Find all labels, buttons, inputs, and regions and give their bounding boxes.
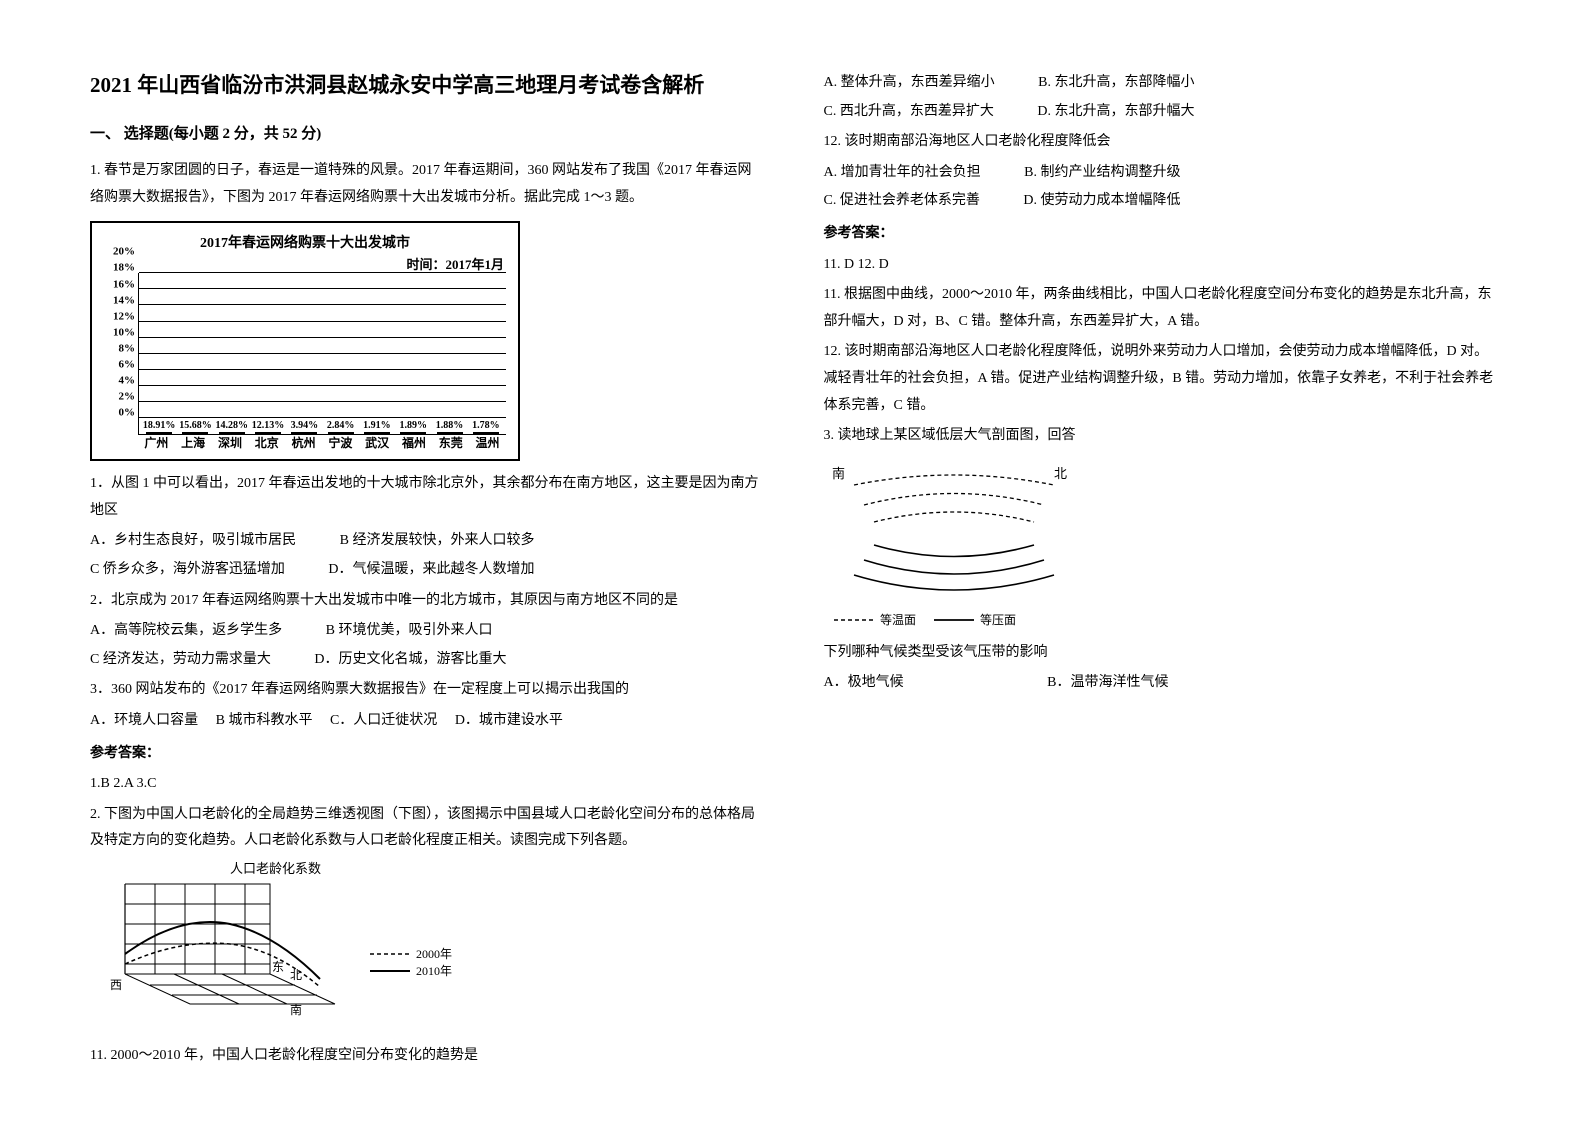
legend-2000: 2000年 (416, 947, 452, 961)
q1-answers: 1.B 2.A 3.C (90, 771, 764, 798)
x-label: 杭州 (289, 432, 319, 455)
choice: B．温带海洋性气候 (1047, 670, 1168, 697)
choice: D. 东北升高，东部升幅大 (1037, 99, 1194, 126)
choice: A．极地气候 (824, 670, 904, 697)
x-labels: 广州 上海 深圳 北京 杭州 宁波 武汉 福州 东莞 温州 (138, 432, 506, 455)
q2-diagram: 人口老龄化系数 西 东 北 南 2000年 2010年 (90, 859, 460, 1029)
ytick: 20% (99, 242, 135, 263)
choice: B 城市科教水平 (216, 708, 313, 735)
choice: D．城市建设水平 (455, 708, 563, 735)
q1-answer-label: 参考答案： (90, 741, 764, 768)
svg-text:东: 东 (272, 960, 284, 974)
q1-chart: 2017年春运网络购票十大出发城市 时间：2017年1月 0% 2% 4% 6%… (90, 221, 520, 461)
q1-sub2-choices-row1: A．高等院校云集，返乡学生多 B 环境优美，吸引外来人口 (90, 618, 764, 645)
choice: A. 增加青壮年的社会负担 (824, 160, 981, 187)
choice: B 经济发展较快，外来人口较多 (340, 528, 535, 555)
page-title: 2021 年山西省临汾市洪洞县赵城永安中学高三地理月考试卷含解析 (90, 70, 764, 102)
choice: D．历史文化名城，游客比重大 (314, 647, 506, 674)
q3-choices: A．极地气候 B．温带海洋性气候 (824, 670, 1498, 697)
q2-sub12-row1: A. 增加青壮年的社会负担 B. 制约产业结构调整升级 (824, 160, 1498, 187)
legend-2010: 2010年 (416, 964, 452, 978)
choice: A．乡村生态良好，吸引城市居民 (90, 528, 296, 555)
q1-sub2: 2．北京成为 2017 年春运网络购票十大出发城市中唯一的北方城市，其原因与南方… (90, 588, 764, 615)
north-label: 北 (1054, 466, 1067, 481)
q2-sub12-row2: C. 促进社会养老体系完善 D. 使劳动力成本增幅降低 (824, 188, 1498, 215)
choice: C 侨乡众多，海外游客迅猛增加 (90, 557, 285, 584)
south-label: 南 (832, 466, 845, 481)
q1-intro: 1. 春节是万家团圆的日子，春运是一道特殊的风景。2017 年春运期间，360 … (90, 158, 764, 211)
q2-sub11-row1: A. 整体升高，东西差异缩小 B. 东北升高，东部降幅小 (824, 70, 1498, 97)
choice: A．高等院校云集，返乡学生多 (90, 618, 282, 645)
bars-container: 18.91% 15.68% 14.28% 12.13% 3.94% 2.84% … (139, 273, 506, 434)
x-label: 福州 (399, 432, 429, 455)
legend-isobar: 等压面 (980, 613, 1016, 627)
choice: B 环境优美，吸引外来人口 (326, 618, 493, 645)
q1-sub2-choices-row2: C 经济发达，劳动力需求量大 D．历史文化名城，游客比重大 (90, 647, 764, 674)
x-label: 武汉 (362, 432, 392, 455)
choice: C. 促进社会养老体系完善 (824, 188, 980, 215)
q2-answer-label: 参考答案： (824, 221, 1498, 248)
svg-text:南: 南 (290, 1002, 302, 1017)
choice: A．环境人口容量 (90, 708, 198, 735)
x-label: 宁波 (325, 432, 355, 455)
q2-intro: 2. 下图为中国人口老龄化的全局趋势三维透视图（下图），该图揭示中国县域人口老龄… (90, 802, 764, 855)
q2-sub12: 12. 该时期南部沿海地区人口老龄化程度降低会 (824, 129, 1498, 156)
q1-sub1-choices-row1: A．乡村生态良好，吸引城市居民 B 经济发展较快，外来人口较多 (90, 528, 764, 555)
q2-explain12: 12. 该时期南部沿海地区人口老龄化程度降低，说明外来劳动力人口增加，会使劳动力… (824, 339, 1498, 419)
x-label: 广州 (141, 432, 171, 455)
q1-sub3: 3．360 网站发布的《2017 年春运网络购票大数据报告》在一定程度上可以揭示… (90, 677, 764, 704)
q1-sub1-choices-row2: C 侨乡众多，海外游客迅猛增加 D．气候温暖，来此越冬人数增加 (90, 557, 764, 584)
x-label: 上海 (178, 432, 208, 455)
choice: C. 西北升高，东西差异扩大 (824, 99, 994, 126)
svg-text:北: 北 (290, 968, 302, 982)
legend-isotherm: 等温面 (880, 613, 916, 627)
x-label: 北京 (252, 432, 282, 455)
choice: B. 东北升高，东部降幅小 (1038, 70, 1194, 97)
q2-sub11: 11. 2000～2010 年，中国人口老龄化程度空间分布变化的趋势是 (90, 1043, 764, 1070)
q2-explain11: 11. 根据图中曲线，2000～2010 年，两条曲线相比，中国人口老龄化程度空… (824, 282, 1498, 335)
x-label: 温州 (473, 432, 503, 455)
x-label: 深圳 (215, 432, 245, 455)
q1-sub1: 1．从图 1 中可以看出，2017 年春运出发地的十大城市除北京外，其余都分布在… (90, 471, 764, 524)
q1-sub3-choices: A．环境人口容量 B 城市科教水平 C．人口迁徙状况 D．城市建设水平 (90, 708, 764, 735)
diagram-title: 人口老龄化系数 (230, 861, 321, 876)
x-label: 东莞 (436, 432, 466, 455)
choice: D．气候温暖，来此越冬人数增加 (328, 557, 534, 584)
choice: A. 整体升高，东西差异缩小 (824, 70, 995, 97)
q3-diagram: 南 北 等温面 等压面 (824, 460, 1084, 630)
q3-intro: 3. 读地球上某区域低层大气剖面图，回答 (824, 423, 1498, 450)
choice: C．人口迁徙状况 (330, 708, 437, 735)
q3-question: 下列哪种气候类型受该气压带的影响 (824, 640, 1498, 667)
svg-text:西: 西 (110, 978, 122, 992)
q2-answers: 11. D 12. D (824, 252, 1498, 279)
chart-plot-area: 0% 2% 4% 6% 8% 10% 12% 14% 16% 18% 20% 1… (138, 273, 506, 435)
choice: B. 制约产业结构调整升级 (1024, 160, 1180, 187)
choice: C 经济发达，劳动力需求量大 (90, 647, 271, 674)
choice: D. 使劳动力成本增幅降低 (1023, 188, 1180, 215)
section-heading: 一、 选择题(每小题 2 分，共 52 分) (90, 120, 764, 149)
q2-sub11-row2: C. 西北升高，东西差异扩大 D. 东北升高，东部升幅大 (824, 99, 1498, 126)
